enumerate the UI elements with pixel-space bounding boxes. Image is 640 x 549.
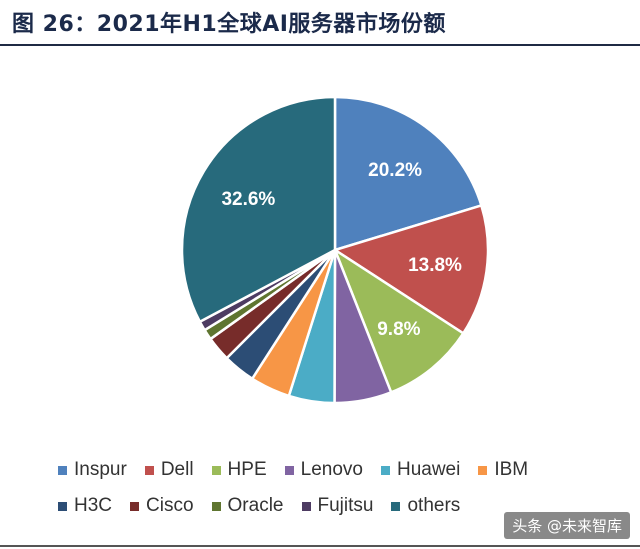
legend-swatch [211,465,221,475]
pie-slice-inspur [333,95,483,252]
bottom-divider [0,545,640,547]
legend-item-dell: Dell [144,459,194,481]
legend-item-others: others [391,495,460,517]
legend-label: Cisco [146,495,194,516]
legend-swatch [391,501,401,511]
legend-item-lenovo: Lenovo [284,459,363,481]
legend-swatch [284,465,294,475]
data-label-others: 32.6% [221,189,275,210]
legend-label: Lenovo [300,459,363,480]
legend-swatch [58,465,67,475]
legend-label: IBM [494,459,529,480]
data-label-hpe: 9.8% [377,319,420,340]
legend-label: Oracle [227,495,284,516]
pie-slice-others [180,95,337,324]
pie-slice-hpe [332,246,466,394]
legend-label: H3C [74,495,113,516]
legend-swatch [211,501,221,511]
legend-row: Inspur Dell HPE Lenovo Huawei IBM [58,452,618,488]
legend-swatch [380,465,390,475]
chart-title: 图 26：2021年H1全球AI服务器市场份额 [12,12,446,37]
watermark: 头条 @未来智库 [504,512,630,539]
legend-swatch [301,501,311,511]
legend-item-ibm: IBM [478,459,528,481]
legend-swatch [130,501,140,511]
legend-item-hpe: HPE [211,459,267,481]
legend-label: HPE [227,459,267,480]
legend-label: Inspur [74,459,127,480]
pie-slice-dell [332,203,490,336]
legend-item-h3c: H3C [58,495,112,517]
legend-swatch [144,465,154,475]
legend-label: others [407,495,461,516]
data-label-inspur: 20.2% [368,160,422,181]
legend-label: Huawei [396,459,461,480]
legend-item-oracle: Oracle [211,495,284,517]
legend-item-fujitsu: Fujitsu [301,495,374,517]
data-label-dell: 13.8% [408,255,462,276]
legend-item-huawei: Huawei [380,459,461,481]
chart-legend: Inspur Dell HPE Lenovo Huawei IBM H3C Cisco Orac… [58,452,618,524]
title-divider [0,44,640,46]
legend-row: H3C Cisco Oracle Fujitsu others [58,488,618,524]
legend-label: Dell [160,459,194,480]
chart-title-bar: 图 26：2021年H1全球AI服务器市场份额 [12,4,632,40]
legend-item-inspur: Inspur [58,459,127,481]
legend-swatch [478,465,488,475]
legend-label: Fujitsu [317,495,374,516]
legend-swatch [58,501,67,511]
legend-item-cisco: Cisco [130,495,194,517]
